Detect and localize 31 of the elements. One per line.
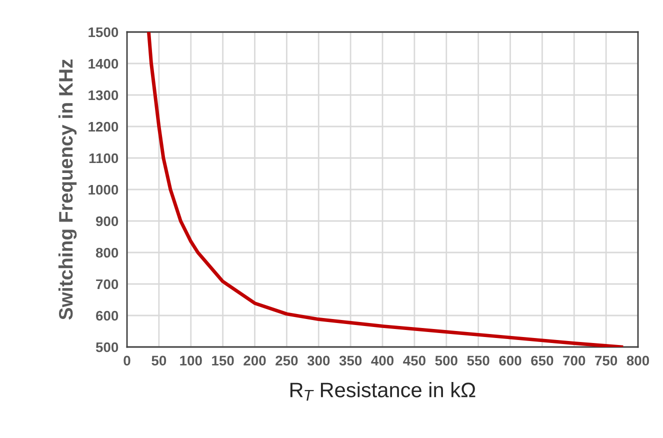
x-tick-label: 750 [595, 356, 618, 366]
y-tick-label: 600 [96, 310, 118, 321]
x-tick-label: 150 [212, 356, 234, 366]
x-tick-label: 400 [371, 356, 394, 366]
y-tick-label: 500 [96, 342, 118, 352]
y-tick-label: 1200 [88, 122, 118, 132]
y-tick-label: 1000 [88, 184, 118, 195]
x-tick-label: 650 [531, 356, 554, 366]
y-tick-label: 700 [96, 279, 118, 290]
y-axis-title: Switching Frequency in KHz [58, 59, 77, 320]
x-tick-label: 50 [152, 356, 166, 366]
x-tick-label: 250 [276, 356, 298, 366]
y-tick-label: 1100 [89, 153, 118, 164]
y-tick-label: 1300 [88, 90, 118, 100]
x-tick-label: 450 [403, 356, 426, 366]
y-tick-label: 900 [96, 216, 118, 226]
y-tick-label: 800 [96, 248, 118, 258]
x-tick-label: 600 [499, 356, 522, 366]
x-tick-label: 200 [244, 356, 266, 366]
line-series [146, 32, 624, 347]
y-tick-label: 1500 [88, 27, 118, 38]
x-tick-label: 300 [307, 356, 330, 366]
x-tick-label: 350 [339, 356, 362, 366]
x-tick-label: 0 [124, 356, 130, 366]
x-tick-label: 500 [435, 356, 458, 366]
y-tick-label: 1400 [88, 58, 118, 69]
x-tick-label: 800 [626, 356, 650, 366]
x-tick-label: 100 [180, 356, 202, 366]
x-tick-label: 700 [563, 356, 586, 366]
x-tick-label: 550 [467, 356, 490, 366]
x-axis-title: R$_{T}$ Resistance in kΩ [290, 382, 476, 401]
